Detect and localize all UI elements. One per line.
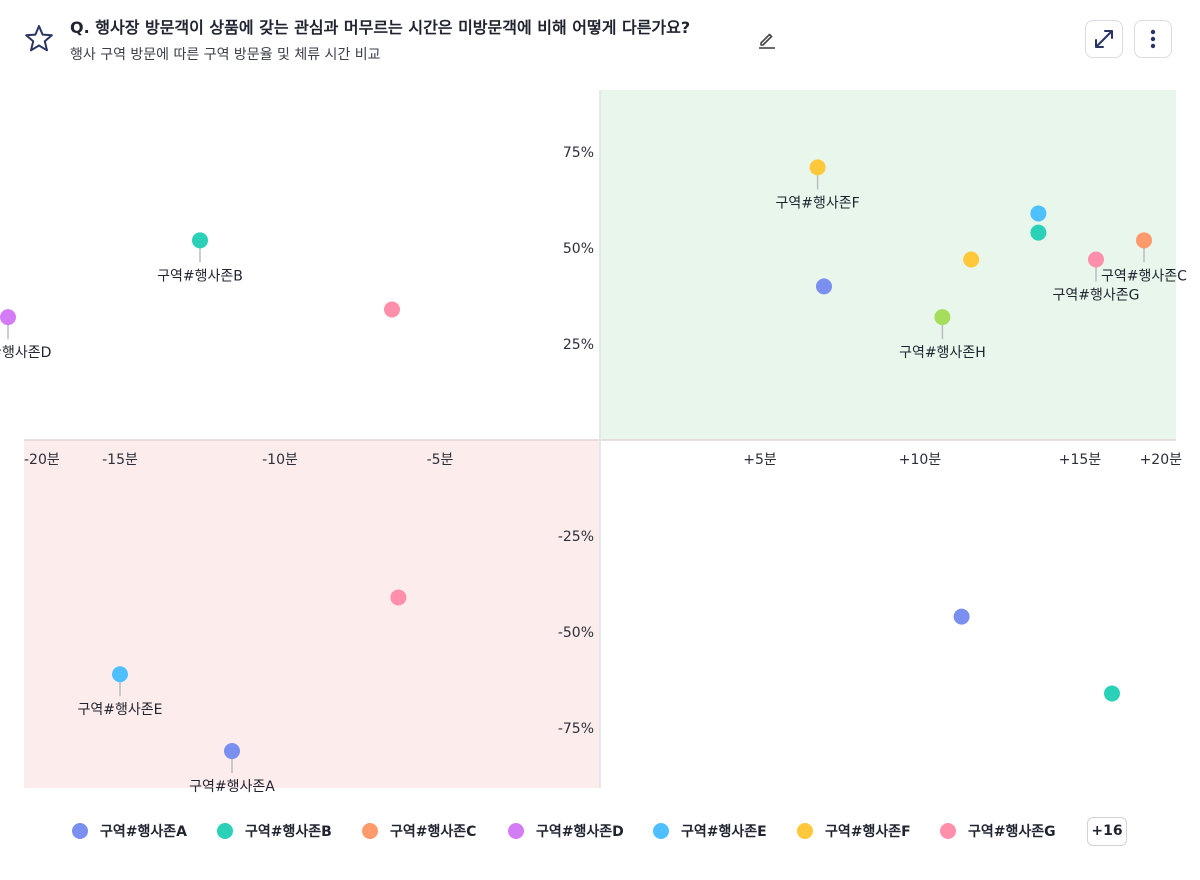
scatter-point (384, 301, 400, 318)
more-options-button[interactable] (1134, 20, 1172, 58)
chart-subtitle: 행사 구역 방문에 따른 구역 방문율 및 체류 시간 비교 (70, 47, 381, 63)
legend-item[interactable]: 구역#행사존B (217, 820, 332, 842)
legend-dot-icon (940, 823, 956, 839)
scatter-point (192, 232, 208, 249)
legend-label: 구역#행사존B (245, 824, 332, 840)
y-tick-label: 50% (563, 241, 594, 257)
expand-icon (1095, 30, 1113, 48)
y-tick-label: 75% (563, 145, 594, 161)
expand-button[interactable] (1085, 20, 1123, 58)
x-tick-label: +5분 (743, 452, 777, 468)
legend-item[interactable]: 구역#행사존A (72, 820, 187, 842)
point-label: 구역#행사존D (0, 345, 51, 361)
scatter-point (809, 159, 826, 176)
x-tick-label: -15분 (102, 452, 138, 468)
point-label: 구역#행사존H (899, 345, 986, 361)
point-label: 구역#행사존G (1053, 288, 1140, 304)
x-tick-label: +10분 (899, 452, 942, 468)
y-tick-label: -75% (558, 721, 594, 737)
point-label: 구역#행사존B (157, 268, 243, 284)
y-tick-label: -25% (558, 529, 594, 545)
legend-dot-icon (797, 823, 813, 839)
legend-label: 구역#행사존A (100, 824, 187, 840)
chart-header: Q. 행사장 방문객이 상품에 갖는 관심과 머무르는 시간은 미방문객에 비해… (0, 0, 1200, 80)
scatter-point (816, 278, 832, 295)
x-tick-label: +20분 (1140, 452, 1183, 468)
x-tick-label: -20분 (24, 452, 60, 468)
legend-item[interactable]: 구역#행사존F (797, 820, 911, 842)
y-tick-label: -50% (558, 625, 594, 641)
more-vertical-icon (1150, 29, 1156, 49)
point-label: 구역#행사존C (1101, 268, 1187, 284)
point-label: 구역#행사존A (189, 779, 275, 795)
legend-item[interactable]: 구역#행사존E (653, 820, 767, 842)
legend-item[interactable]: 구역#행사존D (508, 820, 624, 842)
chart-legend: 구역#행사존A 구역#행사존B 구역#행사존C 구역#행사존D 구역#행사존E 구역#행사… (0, 814, 1200, 848)
pencil-icon[interactable] (756, 28, 778, 50)
legend-more-button[interactable]: +16 (1087, 817, 1127, 846)
scatter-point (390, 589, 407, 606)
legend-dot-icon (508, 823, 524, 839)
legend-dot-icon (72, 823, 88, 839)
scatter-point (224, 743, 240, 760)
scatter-point (1104, 685, 1120, 702)
legend-dot-icon (217, 823, 233, 839)
point-label: 구역#행사존F (776, 195, 860, 211)
scatter-point (953, 608, 970, 625)
scatter-chart: -20분-15분-10분-5분+5분+10분+15분+20분100%75%50%… (0, 90, 1187, 795)
x-tick-label: -5분 (427, 452, 454, 468)
x-tick-label: +15분 (1059, 452, 1102, 468)
scatter-point (1030, 205, 1047, 222)
legend-label: 구역#행사존F (825, 824, 911, 840)
quadrant-upper-right (600, 90, 1176, 440)
legend-label: 구역#행사존D (536, 824, 624, 840)
scatter-point (934, 309, 951, 326)
y-tick-label: 25% (563, 337, 594, 353)
legend-dot-icon (362, 823, 378, 839)
star-icon[interactable] (22, 22, 56, 56)
quadrant-lower-left (24, 440, 600, 788)
legend-item[interactable]: 구역#행사존C (362, 820, 476, 842)
scatter-point (112, 666, 128, 683)
scatter-point (1136, 232, 1152, 249)
legend-label: 구역#행사존C (390, 824, 477, 840)
legend-item[interactable]: 구역#행사존G (940, 820, 1056, 842)
scatter-point (1088, 251, 1104, 268)
legend-label: 구역#행사존E (681, 824, 767, 840)
scatter-point (1030, 224, 1047, 241)
chart-title: Q. 행사장 방문객이 상품에 갖는 관심과 머무르는 시간은 미방문객에 비해… (70, 18, 691, 37)
point-label: 구역#행사존E (78, 702, 163, 718)
scatter-point (0, 309, 16, 326)
legend-label: 구역#행사존G (968, 824, 1056, 840)
scatter-point (963, 251, 980, 268)
legend-dot-icon (653, 823, 669, 839)
x-tick-label: -10분 (262, 452, 298, 468)
